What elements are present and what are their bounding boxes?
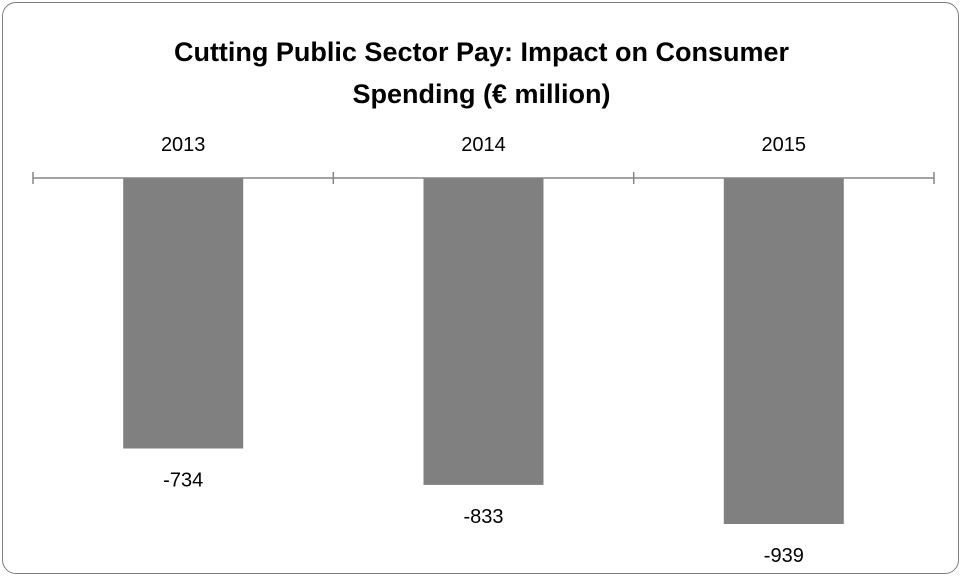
chart-title-line-1: Cutting Public Sector Pay: Impact on Con… <box>173 37 790 67</box>
data-label-2015: -939 <box>764 545 804 567</box>
chart-title: Cutting Public Sector Pay: Impact on Con… <box>3 31 958 115</box>
bar-2014 <box>423 178 544 485</box>
x-tick-label-2014: 2014 <box>461 134 506 156</box>
bar-2013 <box>123 178 244 449</box>
bar-chart-plot: 2013 2014 2015 -734 -833 -939 <box>32 134 935 567</box>
data-label-2013: -734 <box>163 470 203 492</box>
data-label-2014: -833 <box>463 506 503 528</box>
x-tick-label-2015: 2015 <box>762 134 807 156</box>
chart-title-line-2: Spending (€ million) <box>352 79 611 109</box>
x-tick-label-2013: 2013 <box>161 134 206 156</box>
bar-2015 <box>723 178 844 524</box>
